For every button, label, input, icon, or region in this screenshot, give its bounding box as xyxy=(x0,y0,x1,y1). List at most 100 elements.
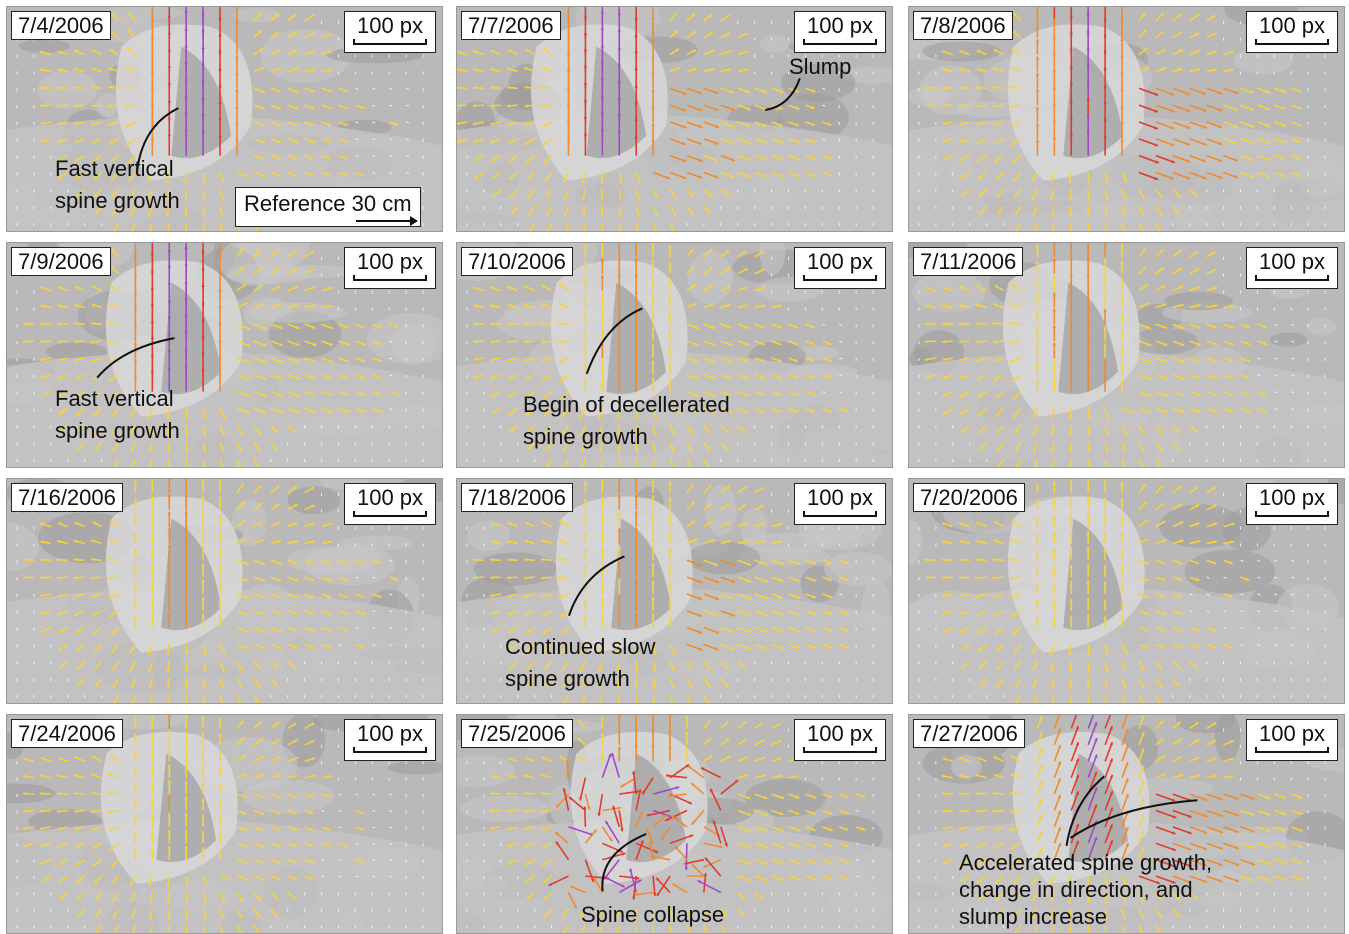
vector-arrowhead-icon xyxy=(279,342,283,347)
vector-arrowhead-icon xyxy=(218,33,222,37)
vector-arrowhead-icon xyxy=(1086,685,1091,689)
vector-arrowhead-icon xyxy=(110,177,115,181)
vector-arrowhead-icon xyxy=(57,630,62,633)
vector-arrowhead-icon xyxy=(1103,480,1107,484)
vector-arrowhead-icon xyxy=(107,576,111,580)
vector-arrowhead-icon xyxy=(110,13,115,17)
vector-arrowhead-icon xyxy=(238,464,242,467)
vector-arrowhead-icon xyxy=(728,359,733,363)
vector-arrowhead-icon xyxy=(41,139,45,143)
vector-arrowhead-icon xyxy=(540,576,545,580)
vector-arrowhead-icon xyxy=(1009,340,1013,345)
scale-label: 100 px xyxy=(806,13,874,38)
vector-arrowhead-icon xyxy=(244,173,248,178)
velocity-vector xyxy=(1240,559,1244,562)
vector-arrowhead-icon xyxy=(688,447,692,452)
velocity-vector xyxy=(219,694,224,703)
vector-arrowhead-icon xyxy=(77,446,82,450)
vector-arrowhead-icon xyxy=(235,121,239,125)
vector-arrowhead-icon xyxy=(109,377,113,381)
vector-arrowhead-icon xyxy=(1052,275,1057,279)
vector-arrowhead-icon xyxy=(361,105,365,110)
vector-arrowhead-icon xyxy=(184,60,188,64)
vector-arrowhead-icon xyxy=(1179,628,1183,632)
vector-arrowhead-icon xyxy=(74,140,79,144)
vector-arrowhead-icon xyxy=(1086,130,1090,134)
vector-arrowhead-icon xyxy=(811,122,815,126)
vector-arrowhead-icon xyxy=(149,702,153,703)
vector-arrowhead-icon xyxy=(1246,325,1250,329)
vector-arrowhead-icon xyxy=(1103,275,1107,279)
vector-arrowhead-icon xyxy=(796,578,800,582)
vector-arrowhead-icon xyxy=(1159,194,1163,198)
vector-arrowhead-icon xyxy=(39,522,44,526)
vector-arrowhead-icon xyxy=(112,684,116,688)
vector-arrowhead-icon xyxy=(617,374,621,378)
velocity-vector xyxy=(389,559,393,562)
vector-arrowhead-icon xyxy=(634,117,638,121)
vector-arrowhead-icon xyxy=(711,342,715,346)
vector-arrowhead-icon xyxy=(344,122,348,126)
vector-arrowhead-icon xyxy=(57,358,61,362)
velocity-vector xyxy=(1033,694,1039,703)
vector-arrowhead-icon xyxy=(130,229,134,231)
vector-arrowhead-icon xyxy=(524,303,528,307)
vector-arrowhead-icon xyxy=(1233,141,1238,145)
vector-arrowhead-icon xyxy=(1069,47,1073,51)
vector-arrowhead-icon xyxy=(943,157,947,161)
vector-arrowhead-icon xyxy=(328,628,332,632)
vector-arrowhead-icon xyxy=(1035,244,1040,248)
vector-arrowhead-icon xyxy=(666,176,670,180)
vector-arrowhead-icon xyxy=(689,666,693,671)
vector-arrowhead-icon xyxy=(617,46,621,50)
vector-arrowhead-icon xyxy=(490,122,495,126)
vector-arrowhead-icon xyxy=(942,393,947,397)
vector-arrowhead-icon xyxy=(778,540,782,544)
vector-arrowhead-icon xyxy=(133,497,138,501)
velocity-vector xyxy=(839,323,843,326)
vector-arrowhead-icon xyxy=(293,250,297,254)
vector-arrowhead-icon xyxy=(1010,576,1014,580)
vector-arrowhead-icon xyxy=(925,375,929,379)
vector-arrowhead-icon xyxy=(731,124,735,128)
vector-arrowhead-icon xyxy=(1250,174,1255,179)
vector-arrowhead-icon xyxy=(976,612,980,616)
vector-arrowhead-icon xyxy=(524,123,528,127)
vector-arrowhead-icon xyxy=(1145,561,1149,565)
velocity-vector xyxy=(149,694,154,703)
vector-arrowhead-icon xyxy=(110,158,114,163)
vector-arrowhead-icon xyxy=(472,286,477,290)
vector-arrowhead-icon xyxy=(634,494,638,498)
vector-arrowhead-icon xyxy=(260,156,265,160)
vector-arrowhead-icon xyxy=(262,359,267,363)
vector-arrowhead-icon xyxy=(540,557,545,562)
vector-arrowhead-icon xyxy=(40,121,45,125)
vector-arrowhead-icon xyxy=(600,10,605,14)
vector-arrowhead-icon xyxy=(1120,278,1124,282)
vector-arrowhead-icon xyxy=(1161,594,1166,598)
vector-arrowhead-icon xyxy=(201,283,205,287)
vector-arrowhead-icon xyxy=(682,108,686,112)
vector-arrowhead-icon xyxy=(563,684,567,688)
vector-arrowhead-icon xyxy=(328,375,332,380)
vector-arrowhead-icon xyxy=(221,685,225,689)
velocity-vector xyxy=(131,222,137,231)
vector-arrowhead-icon xyxy=(1120,105,1124,109)
vector-arrowhead-icon xyxy=(257,684,261,688)
vector-arrowhead-icon xyxy=(218,116,222,120)
vector-arrowhead-icon xyxy=(201,716,205,720)
vector-arrowhead-icon xyxy=(827,173,832,177)
vector-arrowhead-icon xyxy=(731,562,736,567)
vector-arrowhead-icon xyxy=(1068,196,1072,201)
vector-arrowhead-icon xyxy=(257,485,261,489)
vector-arrowhead-icon xyxy=(57,157,62,161)
panel-7-20-2006: 7/20/2006 100 px xyxy=(908,478,1345,704)
vector-arrowhead-icon xyxy=(942,558,946,562)
vector-arrowhead-icon xyxy=(294,89,299,93)
vector-arrowhead-icon xyxy=(617,96,621,100)
vector-arrowhead-icon xyxy=(558,520,563,524)
vector-arrowhead-icon xyxy=(490,339,494,344)
vector-arrowhead-icon xyxy=(201,79,205,83)
vector-arrowhead-icon xyxy=(979,211,983,215)
vector-arrowhead-icon xyxy=(763,579,768,583)
